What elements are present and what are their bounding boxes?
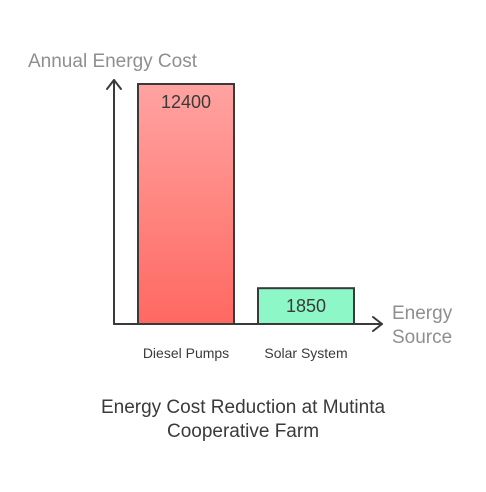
value-label-diesel-pumps: 12400: [161, 92, 211, 112]
chart-title: Energy Cost Reduction at Mutinta Coopera…: [0, 396, 486, 444]
chart-title-line-1: Energy Cost Reduction at Mutinta: [100, 397, 386, 418]
category-label-solar-system: Solar System: [264, 345, 347, 361]
chart-title-line-2: Cooperative Farm: [166, 421, 320, 442]
x-axis-title-line-2: Source: [392, 327, 452, 348]
category-label-diesel-pumps: Diesel Pumps: [143, 345, 229, 361]
axes: [106, 79, 383, 332]
x-axis-title-line-1: Energy: [392, 303, 453, 324]
x-axis-arrowhead: [372, 316, 383, 332]
y-axis-title: Annual Energy Cost: [28, 51, 198, 72]
bar-solar-system: [257, 287, 355, 325]
bars-group: 12400 Diesel Pumps 1850 Solar System: [137, 83, 355, 361]
y-axis-arrowhead: [106, 79, 122, 90]
bar-diesel-pumps: [137, 83, 235, 325]
value-label-solar-system: 1850: [286, 296, 326, 316]
